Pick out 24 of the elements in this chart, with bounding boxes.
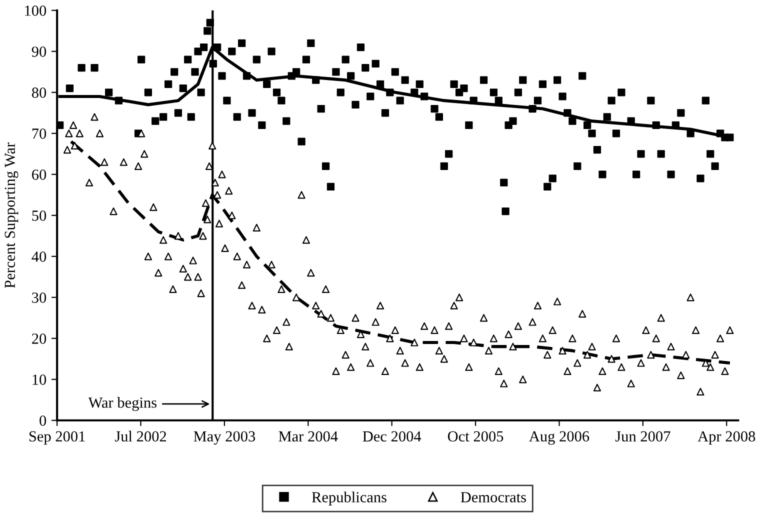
y-tick-label: 40 bbox=[32, 252, 46, 262]
y-tick-label: 90 bbox=[32, 46, 46, 57]
x-tick-label: Apr 2008 bbox=[698, 431, 756, 445]
x-tick-label: Sep 2001 bbox=[29, 431, 85, 445]
legend-label: Republicans bbox=[312, 492, 386, 506]
x-tick-label: Mar 2004 bbox=[278, 431, 338, 442]
x-tick-label: Dec 2004 bbox=[362, 431, 422, 442]
y-tick-label: 100 bbox=[25, 6, 46, 16]
y-tick-label: 10 bbox=[32, 374, 46, 385]
ref-line-label: War begins bbox=[88, 397, 157, 411]
y-tick-label: 60 bbox=[32, 170, 46, 180]
x-tick-label: Oct 2005 bbox=[448, 431, 504, 442]
x-tick-label: Jun 2007 bbox=[615, 431, 670, 442]
x-tick-label: May 2003 bbox=[194, 431, 256, 445]
y-tick-label: 80 bbox=[32, 88, 46, 98]
y-tick-label: 50 bbox=[32, 210, 46, 221]
y-tick-label: 30 bbox=[32, 292, 46, 303]
legend-label: Democrats bbox=[460, 492, 526, 502]
y-axis-title: Percent Supporting War bbox=[4, 142, 18, 288]
x-tick-label: Jul 2002 bbox=[114, 430, 166, 442]
x-tick-label: Aug 2006 bbox=[529, 431, 590, 445]
y-tick-label: 70 bbox=[32, 128, 46, 139]
y-tick-label: 0 bbox=[40, 416, 46, 426]
y-tick-label: 20 bbox=[32, 334, 46, 344]
